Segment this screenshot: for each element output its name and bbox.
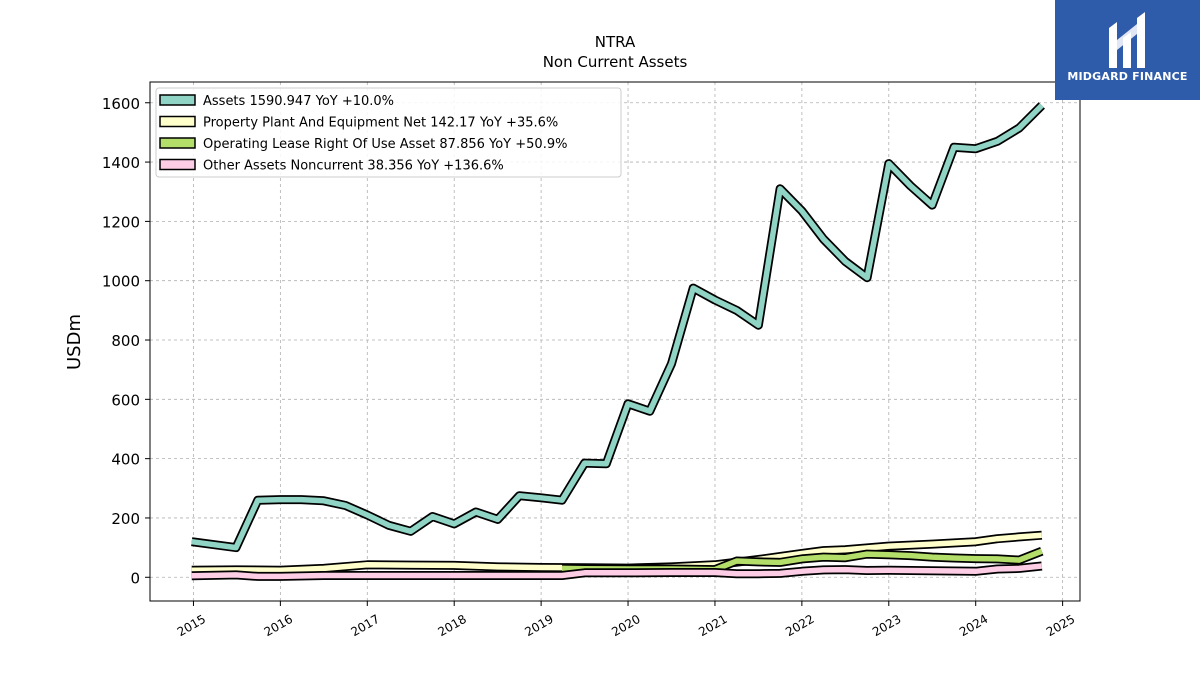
x-tick-label: 2024 (957, 612, 990, 639)
x-tick-label: 2020 (609, 612, 642, 639)
x-tick-label: 2025 (1044, 612, 1077, 639)
legend-label: Assets 1590.947 YoY +10.0% (203, 94, 394, 109)
x-tick-label: 2015 (175, 612, 208, 639)
series-line (191, 563, 1043, 580)
y-tick-label: 400 (111, 451, 140, 469)
legend-box (155, 87, 622, 178)
legend-label: Operating Lease Right Of Use Asset 87.85… (203, 137, 567, 152)
x-tick-label: 2023 (870, 612, 903, 639)
legend-label: Property Plant And Equipment Net 142.17 … (203, 116, 558, 131)
y-tick-label: 600 (111, 391, 140, 409)
legend: Assets 1590.947 YoY +10.0% Property Plant… (155, 87, 622, 178)
series-0 (191, 102, 1045, 553)
x-tick-label: 2016 (262, 612, 295, 639)
y-tick-label: 1600 (102, 95, 140, 113)
x-tick-label: 2018 (435, 612, 468, 639)
legend-swatch (159, 115, 196, 128)
series-line (191, 103, 1044, 551)
series-3 (191, 561, 1043, 581)
legend-swatch (159, 137, 196, 149)
logo-text: MIDGARD FINANCE (1067, 70, 1188, 83)
chart-subtitle: Non Current Assets (543, 53, 688, 71)
legend-label: Other Assets Noncurrent 38.356 YoY +136.… (203, 159, 504, 174)
y-tick-label: 1400 (102, 154, 140, 172)
x-tick-label: 2019 (522, 612, 555, 639)
y-axis-label: USDm (64, 314, 85, 370)
legend-swatch (159, 94, 196, 106)
chart-title: NTRA (595, 33, 636, 51)
y-tick-label: 0 (130, 569, 140, 587)
x-tick-label: 2017 (349, 612, 382, 639)
y-tick-label: 1000 (102, 273, 140, 291)
y-tick-label: 1200 (102, 213, 140, 231)
series-group (191, 102, 1045, 581)
y-tick-label: 200 (111, 510, 140, 528)
x-tick-label: 2021 (696, 612, 729, 639)
legend-swatch (159, 158, 196, 171)
logo-mark-icon (1109, 12, 1145, 68)
plot-frame (149, 81, 1081, 602)
brand-logo: MIDGARD FINANCE (1055, 0, 1200, 100)
x-tick-label: 2022 (783, 612, 816, 639)
y-tick-label: 800 (111, 332, 140, 350)
